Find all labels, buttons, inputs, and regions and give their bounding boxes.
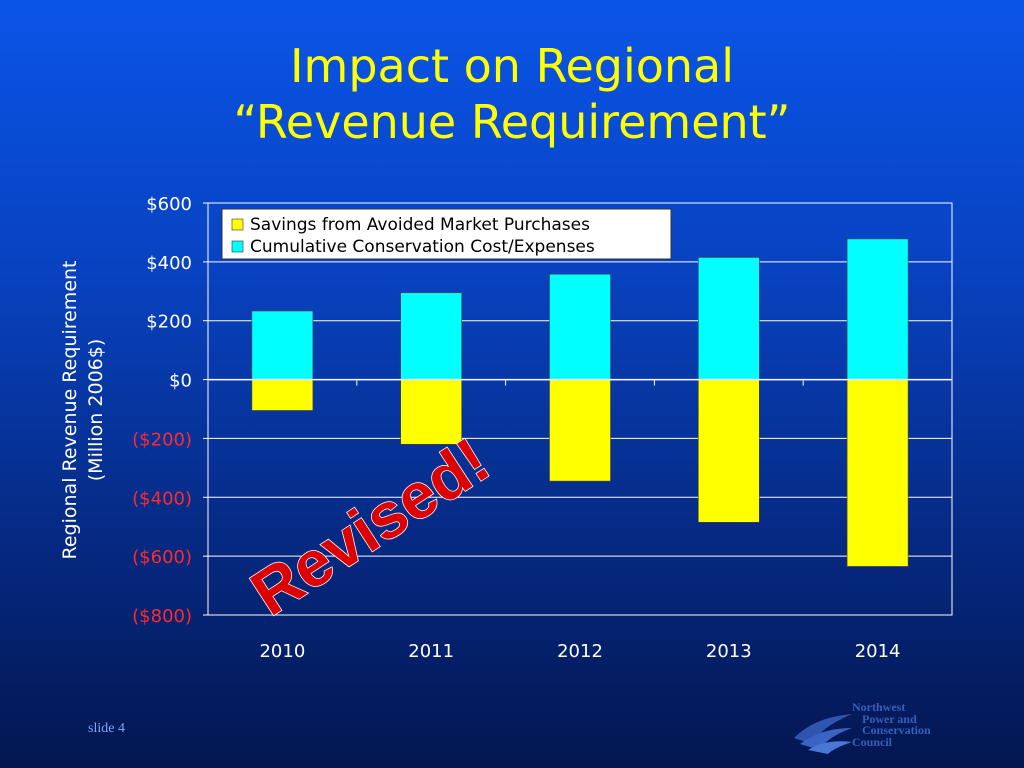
- bar-conservation-2010: [251, 310, 314, 380]
- x-tick-label: 2014: [855, 641, 901, 662]
- council-logo-text: Northwest Power and Conservation Council: [852, 700, 931, 749]
- y-tick-label: ($200): [132, 429, 192, 450]
- x-tick-label: 2011: [408, 641, 454, 662]
- bar-savings-2010: [251, 379, 314, 411]
- title-line-2: “Revenue Requirement”: [233, 95, 791, 149]
- y-tick-label: $200: [146, 312, 192, 333]
- x-tick-label: 2013: [706, 641, 752, 662]
- y-axis-label-line-1: Regional Revenue Requirement: [59, 261, 81, 560]
- y-tick-label: $600: [146, 194, 192, 215]
- bar-layer: [251, 238, 909, 567]
- bar-savings-2014: [846, 379, 909, 567]
- y-axis-label: Regional Revenue Requirement (Million 20…: [59, 261, 107, 560]
- legend: Savings from Avoided Market PurchasesCum…: [221, 208, 672, 260]
- logo-line-2: Power and: [862, 711, 917, 726]
- bar-conservation-2013: [697, 257, 760, 380]
- axis-layer: $600 $400 $200 $0 ($200) ($400) ($600) ($800) 20…: [132, 194, 953, 662]
- bar-conservation-2011: [400, 292, 463, 380]
- bar-savings-2013: [697, 379, 760, 523]
- revised-stamp: Revised!: [239, 424, 502, 630]
- x-tick-label: 2010: [259, 641, 305, 662]
- y-tick-label: $400: [146, 253, 192, 274]
- slide-number: slide 4: [88, 721, 125, 736]
- title-line-1: Impact on Regional: [289, 39, 735, 93]
- council-logo-icon: [794, 714, 852, 754]
- bar-savings-2011: [400, 379, 463, 445]
- logo-line-4: Council: [852, 734, 893, 749]
- slide-title: Impact on Regional “Revenue Requirement”: [0, 38, 1024, 150]
- bar-savings-2012: [549, 379, 611, 482]
- bar-conservation-2012: [549, 273, 611, 380]
- legend-label: Savings from Avoided Market Purchases: [250, 215, 590, 235]
- bar-conservation-2014: [846, 238, 909, 380]
- y-tick-label: ($800): [132, 606, 192, 627]
- legend-swatch: [231, 218, 244, 231]
- legend-box: [221, 208, 672, 260]
- y-axis-label-line-2: (Million 2006$): [85, 339, 107, 481]
- logo-line-1: Northwest: [852, 700, 906, 714]
- y-tick-label: ($600): [132, 547, 192, 568]
- legend-swatch: [231, 240, 244, 253]
- y-tick-label: $0: [169, 371, 192, 392]
- y-tick-label: ($400): [132, 488, 192, 509]
- x-tick-label: 2012: [557, 641, 603, 662]
- logo-line-3: Conservation: [862, 723, 931, 737]
- legend-label: Cumulative Conservation Cost/Expenses: [250, 237, 595, 257]
